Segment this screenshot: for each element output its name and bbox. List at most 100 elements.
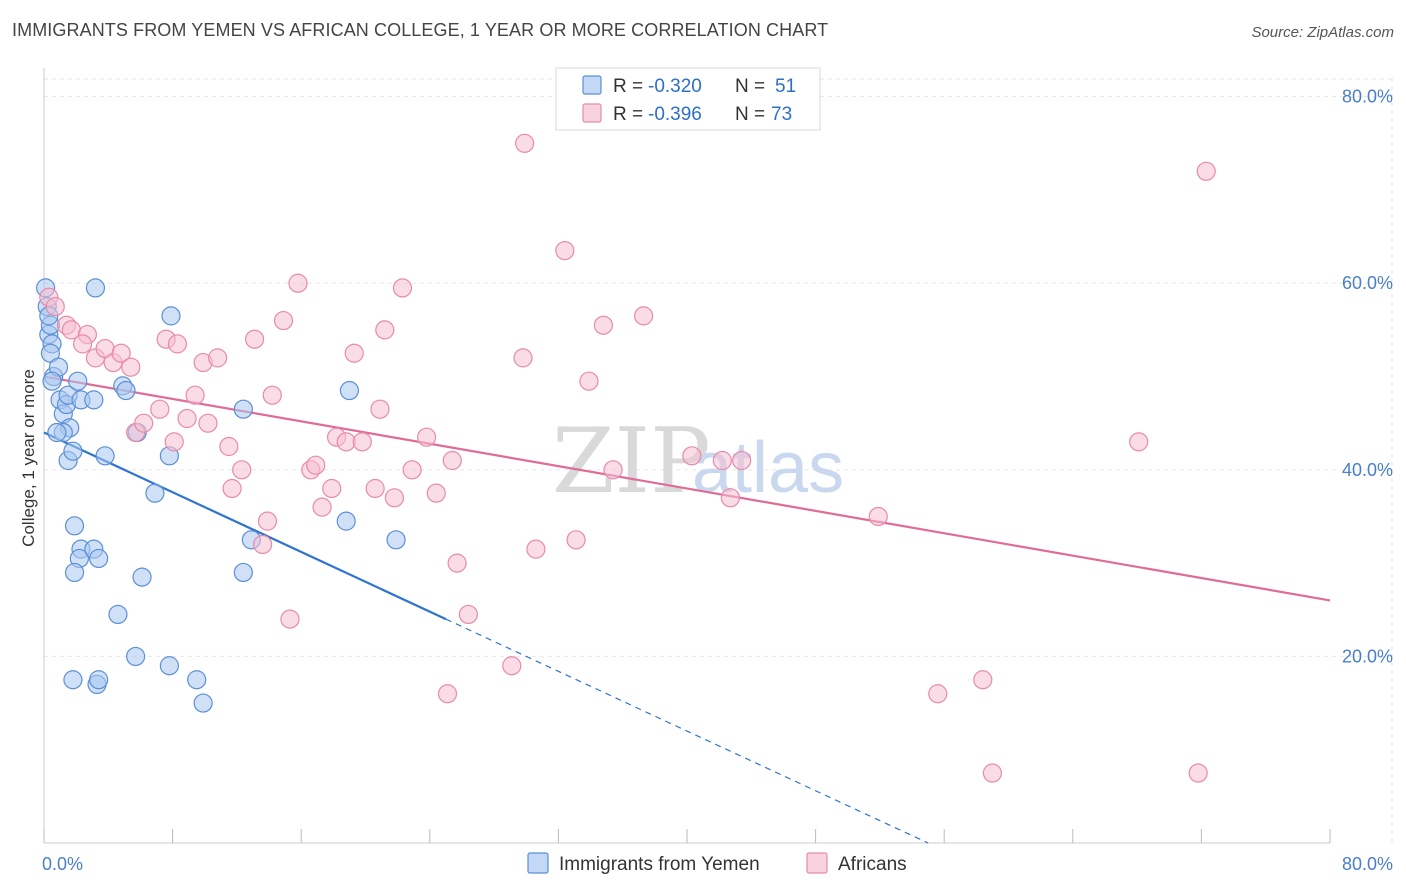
point-africans	[502, 656, 522, 676]
axes	[43, 68, 1331, 844]
point-africans	[185, 385, 205, 405]
point-yemen	[108, 604, 128, 625]
trend-lines	[43, 375, 1331, 844]
point-africans	[732, 450, 752, 471]
legend-swatch-africans	[582, 103, 602, 123]
point-africans	[426, 483, 446, 503]
point-africans	[593, 315, 614, 335]
point-africans	[447, 553, 467, 573]
legend-series-africans: Africans	[838, 854, 907, 875]
point-africans	[392, 278, 413, 298]
point-yemen	[68, 371, 88, 391]
legend-n-label: N =	[735, 104, 765, 125]
point-yemen	[47, 422, 67, 443]
point-africans	[253, 534, 273, 555]
x-tick-label: 0.0%	[42, 854, 83, 874]
point-africans	[365, 478, 385, 499]
watermark: ZIP atlas	[552, 409, 844, 514]
point-africans	[352, 432, 372, 452]
point-yemen	[95, 446, 115, 466]
legend-series-yemen: Immigrants from Yemen	[559, 854, 760, 875]
point-yemen	[339, 380, 360, 401]
point-yemen	[233, 562, 253, 583]
point-africans	[288, 273, 308, 293]
point-africans	[280, 609, 300, 629]
point-yemen	[89, 548, 109, 569]
point-africans	[344, 343, 364, 363]
point-africans	[868, 506, 888, 527]
point-africans	[111, 343, 131, 363]
legend-swatch-yemen	[582, 75, 602, 95]
point-yemen	[89, 670, 109, 690]
chart-title: IMMIGRANTS FROM YEMEN VS AFRICAN COLLEGE…	[12, 20, 829, 40]
y-tick-label: 40.0%	[1342, 460, 1393, 480]
point-africans	[121, 357, 141, 377]
point-africans	[442, 450, 462, 471]
point-yemen	[126, 646, 146, 667]
point-africans	[720, 488, 741, 508]
point-africans	[306, 455, 326, 475]
point-africans	[633, 306, 654, 326]
point-africans	[1196, 161, 1216, 181]
point-africans	[208, 348, 228, 368]
point-africans	[150, 399, 170, 419]
point-africans	[928, 684, 948, 704]
point-africans	[72, 334, 93, 354]
point-yemen	[159, 656, 179, 676]
point-yemen	[132, 567, 152, 587]
point-africans	[566, 530, 586, 550]
legend-n-label: N =	[735, 76, 765, 97]
legend-n-value: 51	[775, 76, 796, 97]
point-africans	[1188, 763, 1208, 783]
point-africans	[45, 296, 65, 317]
point-africans	[513, 348, 533, 368]
point-africans	[375, 320, 395, 340]
point-africans	[384, 488, 405, 508]
data-points	[36, 133, 1216, 783]
point-africans	[198, 413, 218, 433]
point-yemen	[85, 278, 106, 298]
y-tick-label: 80.0%	[1342, 87, 1393, 107]
x-tick-label: 80.0%	[1342, 854, 1393, 874]
y-tick-label: 20.0%	[1342, 646, 1393, 666]
point-africans	[177, 408, 197, 429]
point-africans	[262, 385, 282, 405]
point-africans	[257, 511, 278, 531]
point-africans	[603, 460, 623, 480]
point-africans	[244, 329, 265, 349]
point-yemen	[64, 562, 85, 583]
trend-line-africans	[43, 375, 1331, 602]
point-africans	[416, 427, 437, 447]
legend-r-value: -0.396	[648, 104, 702, 125]
point-yemen	[233, 399, 253, 419]
point-africans	[402, 460, 422, 480]
point-africans	[973, 670, 993, 690]
point-africans	[222, 478, 242, 499]
legend-swatch-yemen	[527, 852, 549, 874]
point-africans	[579, 371, 599, 391]
y-tick-label: 60.0%	[1342, 273, 1393, 293]
point-africans	[1129, 432, 1149, 452]
point-yemen	[63, 670, 83, 690]
trend-line-yemen	[43, 431, 447, 621]
chart-source: Source: ZipAtlas.com	[1251, 24, 1394, 41]
point-africans	[134, 413, 154, 433]
point-africans	[232, 460, 252, 480]
point-africans	[437, 684, 458, 704]
point-africans	[982, 763, 1003, 783]
watermark-atlas: atlas	[692, 428, 844, 508]
x-tick-labels: 0.0% 80.0%	[42, 854, 1393, 874]
point-yemen	[187, 670, 207, 690]
legend-n-value: 73	[771, 104, 792, 125]
point-africans	[336, 432, 356, 452]
point-yemen	[193, 693, 213, 713]
point-yemen	[161, 306, 181, 326]
point-yemen	[84, 390, 104, 410]
point-africans	[370, 399, 390, 419]
point-yemen	[116, 380, 136, 401]
point-africans	[712, 450, 732, 471]
point-africans	[555, 240, 575, 261]
point-yemen	[64, 516, 85, 536]
point-yemen	[145, 483, 165, 503]
